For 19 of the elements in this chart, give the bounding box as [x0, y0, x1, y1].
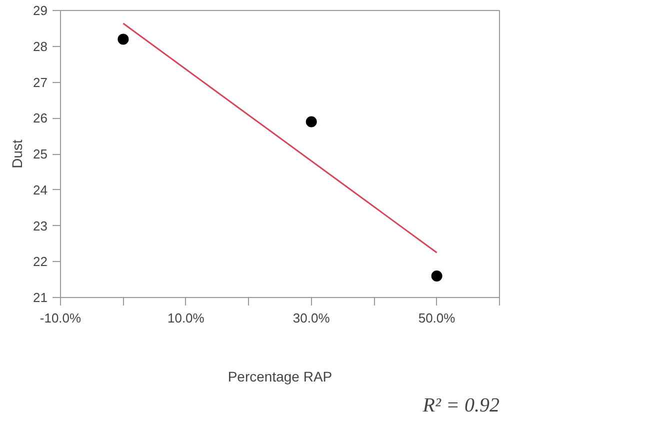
- y-tick-label: 26: [33, 110, 48, 126]
- y-tick-label: 25: [33, 146, 48, 162]
- y-tick-label: 21: [33, 290, 48, 305]
- x-tick-label: 50.0%: [418, 310, 456, 326]
- y-tick-label: 28: [33, 38, 48, 54]
- y-tick-label: 29: [33, 3, 48, 18]
- x-tick-label: 30.0%: [292, 310, 330, 326]
- y-tick-label: 22: [33, 254, 48, 270]
- x-tick-label: -10.0%: [40, 310, 82, 326]
- text: R² = 0.92: [422, 394, 500, 416]
- point: [431, 270, 442, 282]
- point: [118, 34, 129, 45]
- y-tick-label: 24: [33, 182, 48, 198]
- y-tick-label: 23: [33, 218, 48, 234]
- y-tick-label: 27: [33, 74, 48, 90]
- x-tick-label: 10.0%: [168, 310, 205, 326]
- y-axis-title: Dust: [9, 139, 26, 168]
- x-axis-title: Percentage RAP: [228, 368, 332, 384]
- point: [306, 116, 317, 128]
